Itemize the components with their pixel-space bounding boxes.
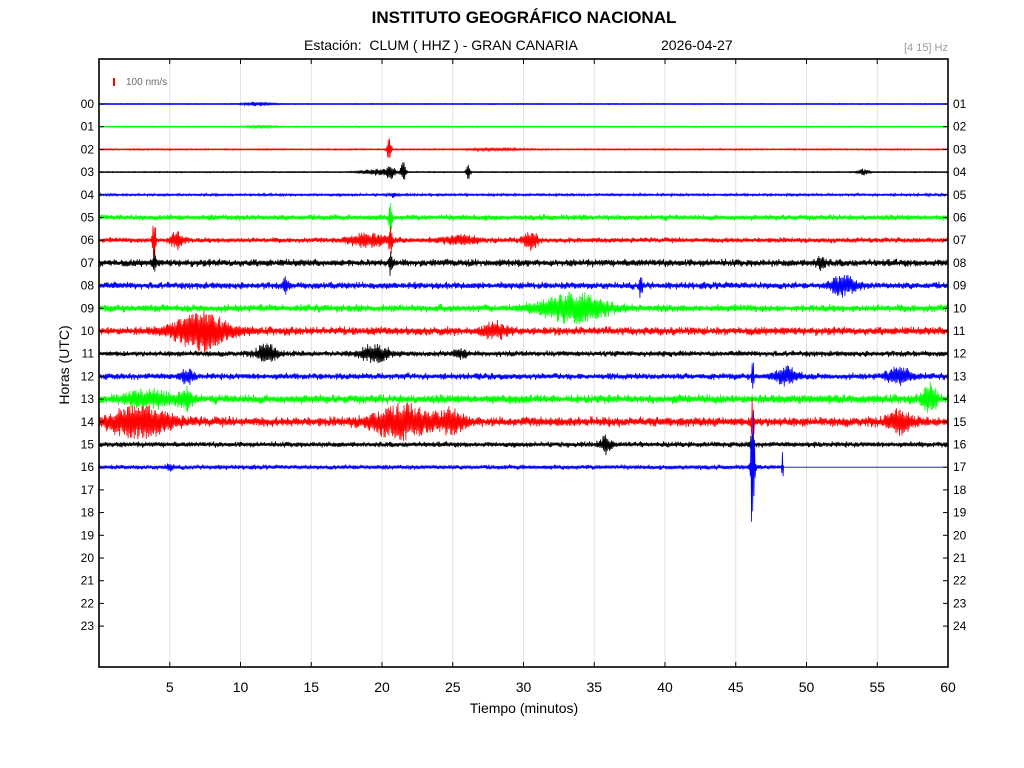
- y-tick-label-left: 23: [81, 619, 95, 633]
- y-tick-label-right: 06: [953, 211, 967, 225]
- y-tick-label-left: 07: [81, 256, 95, 270]
- y-tick-label-right: 19: [953, 506, 967, 520]
- y-tick-label-left: 16: [81, 460, 95, 474]
- x-axis-label: Tiempo (minutos): [469, 700, 579, 716]
- y-tick-label-left: 14: [81, 415, 95, 429]
- x-tick-label: 35: [586, 679, 602, 695]
- plot-frame: [98, 58, 949, 668]
- x-tick-label: 50: [799, 679, 815, 695]
- x-tick-label: 55: [869, 679, 885, 695]
- x-tick-label: 15: [303, 679, 319, 695]
- y-tick-label-left: 04: [81, 188, 95, 202]
- seismic-traces: [98, 101, 949, 522]
- y-tick-label-left: 06: [81, 233, 95, 247]
- y-tick-label-right: 10: [953, 301, 967, 315]
- y-tick-label-left: 21: [81, 574, 95, 588]
- y-tick-label-right: 13: [953, 369, 967, 383]
- y-tick-label-right: 12: [953, 347, 967, 361]
- y-tick-label-right: 18: [953, 483, 967, 497]
- y-tick-label-left: 12: [81, 369, 95, 383]
- scale-bar-mark: [113, 78, 115, 86]
- y-tick-label-right: 22: [953, 574, 967, 588]
- y-tick-label-left: 00: [81, 97, 95, 111]
- y-tick-label-left: 11: [82, 347, 95, 361]
- x-tick-label: 30: [516, 679, 532, 695]
- y-tick-label-right: 01: [953, 97, 967, 111]
- y-tick-label-left: 01: [81, 120, 95, 134]
- scale-bar-label: 100 nm/s: [126, 77, 167, 88]
- axis-ticks: 5 10 15 20 25 30 35 40 45 50 55 60 00 01 02 03 04 05 06 07 0…: [81, 59, 967, 695]
- y-tick-label-right: 11: [953, 324, 966, 338]
- y-tick-label-right: 21: [953, 551, 967, 565]
- y-tick-label-right: 03: [953, 142, 967, 156]
- x-tick-label: 5: [166, 679, 174, 695]
- y-tick-label-right: 14: [953, 392, 967, 406]
- y-tick-label-left: 02: [81, 142, 95, 156]
- x-tick-label: 10: [233, 679, 249, 695]
- y-tick-label-left: 22: [81, 596, 95, 610]
- station-label: Estación: CLUM ( HHZ ) - GRAN CANARIA: [304, 37, 578, 53]
- grid-lines: [169, 59, 878, 667]
- y-tick-label-left: 19: [81, 528, 95, 542]
- scale-bar: 100 nm/s: [113, 77, 167, 88]
- y-tick-label-right: 02: [953, 120, 967, 134]
- y-tick-label-right: 07: [953, 233, 967, 247]
- y-tick-label-left: 15: [81, 438, 95, 452]
- y-tick-label-left: 03: [81, 165, 95, 179]
- y-tick-label-left: 20: [81, 551, 95, 565]
- y-tick-label-left: 10: [81, 324, 95, 338]
- y-tick-label-left: 17: [81, 483, 95, 497]
- y-tick-label-left: 13: [81, 392, 95, 406]
- y-tick-label-right: 16: [953, 438, 967, 452]
- y-tick-label-right: 24: [953, 619, 967, 633]
- y-tick-label-left: 05: [81, 211, 95, 225]
- y-tick-label-left: 09: [81, 301, 95, 315]
- filter-band-label: [4 15] Hz: [903, 42, 948, 54]
- x-tick-label: 45: [728, 679, 744, 695]
- y-tick-label-left: 08: [81, 279, 95, 293]
- x-tick-label: 25: [445, 679, 461, 695]
- y-tick-label-right: 04: [953, 165, 967, 179]
- y-tick-label-right: 20: [953, 528, 967, 542]
- date-label: 2026-04-27: [661, 37, 733, 53]
- x-tick-label: 20: [374, 679, 390, 695]
- y-tick-label-right: 23: [953, 596, 967, 610]
- y-tick-label-right: 15: [953, 415, 967, 429]
- x-tick-label: 60: [940, 679, 956, 695]
- x-tick-label: 40: [657, 679, 673, 695]
- y-tick-label-right: 08: [953, 256, 967, 270]
- y-tick-label-right: 05: [953, 188, 967, 202]
- chart-title: INSTITUTO GEOGRÁFICO NACIONAL: [371, 8, 677, 27]
- y-tick-label-right: 17: [953, 460, 967, 474]
- y-tick-label-right: 09: [953, 279, 967, 293]
- y-tick-label-left: 18: [81, 506, 95, 520]
